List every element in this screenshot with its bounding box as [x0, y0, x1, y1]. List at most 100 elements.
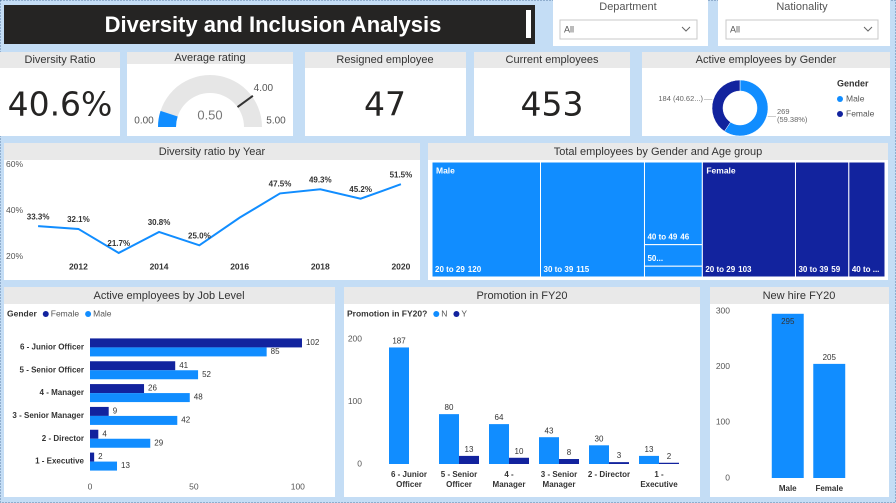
panel-headers — [0, 52, 890, 304]
panel-header — [642, 52, 890, 68]
gauge-track — [158, 75, 262, 127]
legend-marker — [453, 311, 460, 317]
x-tick-label-box: 1 - Executive — [640, 470, 677, 489]
panel-header — [474, 52, 630, 68]
y-tick-label: 3 - Senior Manager — [12, 411, 84, 420]
panel — [4, 287, 335, 497]
bar — [609, 462, 629, 464]
x-tick-label-box: 5 - Senior Officer — [440, 470, 478, 489]
data-label: 2 — [98, 452, 103, 461]
slicer-value: All — [730, 24, 740, 34]
title-bar — [4, 5, 535, 44]
data-label: 51.5% — [390, 170, 413, 179]
data-label: 295 — [781, 317, 795, 326]
panel-header — [4, 287, 335, 304]
slicer-label: Department — [599, 1, 656, 13]
cell-value: 115 — [576, 265, 589, 274]
data-label: 33.3% — [27, 212, 50, 221]
treemap-cell — [431, 161, 542, 278]
panel-header — [428, 143, 888, 160]
x-tick-label: 50 — [189, 481, 199, 491]
donut-slice — [711, 79, 741, 132]
legend-label: Female — [51, 308, 80, 318]
bar — [389, 347, 409, 464]
legend-label: Female — [846, 108, 875, 118]
cell-value: 59 — [831, 265, 840, 274]
x-tick-label: 2014 — [150, 261, 169, 271]
gauge-value — [158, 110, 178, 127]
data-label: 52 — [202, 370, 211, 379]
bar — [90, 347, 267, 357]
legend-title: Promotion in FY20? — [347, 308, 427, 318]
panel-header — [305, 52, 466, 68]
x-tick-label: 0 — [88, 481, 93, 491]
data-label: 269 (59.38%) — [777, 106, 808, 125]
bar — [509, 457, 529, 464]
treemap-cell — [540, 161, 645, 278]
cell-name: 20 to 29 — [435, 265, 465, 274]
y-tick-label: 200 — [716, 361, 730, 371]
panel — [4, 143, 420, 280]
data-label: 2 — [667, 452, 672, 461]
cell-label: 40 to 49 46 — [647, 233, 689, 242]
dashboard-title: Diversity and Inclusion Analysis — [105, 12, 442, 37]
treemap-cell — [794, 161, 850, 278]
cell-label: 20 to 29 120 — [435, 265, 482, 274]
data-label: 8 — [567, 448, 572, 457]
y-tick-label: 6 - Junior Officer — [20, 343, 84, 352]
group-label: Male — [436, 165, 455, 175]
kpi-title: Diversity Ratio — [25, 54, 96, 66]
data-label: 4 — [102, 429, 107, 438]
x-tick-label: 2018 — [311, 261, 330, 271]
chart-title: New hire FY20 — [763, 290, 836, 302]
data-label: 48 — [194, 393, 203, 402]
data-label: 32.1% — [67, 215, 90, 224]
data-label: 9 — [113, 407, 118, 416]
data-label: 42 — [181, 416, 190, 425]
dropdown-chevron — [681, 26, 691, 32]
legend-label: N — [441, 308, 447, 318]
bar — [90, 338, 302, 348]
data-label: 45.2% — [349, 185, 372, 194]
gauge-min-label: 0.00 — [134, 116, 154, 127]
x-tick-label: 5 - Senior Officer — [440, 470, 478, 489]
data-label: 43 — [545, 426, 554, 435]
bar — [90, 370, 199, 380]
x-tick-label-box: 6 - Junior Officer — [391, 470, 427, 489]
bar — [459, 455, 479, 464]
data-label: 30 — [595, 434, 604, 443]
x-tick-label-box: 2 - Director — [588, 470, 630, 479]
cell-label: 20 to 29 103 — [705, 265, 752, 274]
cell-label: 40 to ... — [852, 265, 880, 274]
bar — [559, 459, 579, 464]
legend-marker — [837, 111, 843, 117]
y-tick-label: 5 - Senior Officer — [20, 365, 84, 374]
data-label: 13 — [465, 445, 474, 454]
treemap-cell — [848, 161, 886, 278]
panel-header — [4, 143, 420, 160]
data-label: 13 — [645, 445, 654, 454]
cell-name: 40 to 49 — [647, 233, 677, 242]
bar — [589, 445, 609, 464]
cell-label: 30 to 39 59 — [798, 265, 840, 274]
y-tick-label: 4 - Manager — [40, 388, 84, 397]
data-label: 184 (40.62...) — [658, 94, 703, 104]
slicer-dropdown[interactable] — [725, 19, 879, 40]
dropdown-chevron — [863, 26, 873, 32]
x-tick-label: 100 — [291, 481, 305, 491]
line — [38, 183, 402, 255]
cell-name: 30 to 39 — [798, 265, 828, 274]
y-tick-label: 100 — [716, 417, 730, 427]
chart-title: Active employees by Gender — [696, 54, 837, 66]
x-tick-label: 3 - Senior Manager — [540, 470, 578, 489]
x-tick-label: Female — [815, 484, 844, 493]
y-tick-label: 100 — [348, 396, 362, 406]
kpi-title: Current employees — [506, 54, 599, 66]
data-label: 85 — [271, 347, 280, 356]
bar — [90, 406, 109, 416]
y-tick-label: 200 — [348, 334, 362, 344]
panel-header — [344, 287, 700, 304]
data-label: 29 — [154, 438, 163, 447]
slicer-dropdown[interactable] — [559, 19, 698, 40]
